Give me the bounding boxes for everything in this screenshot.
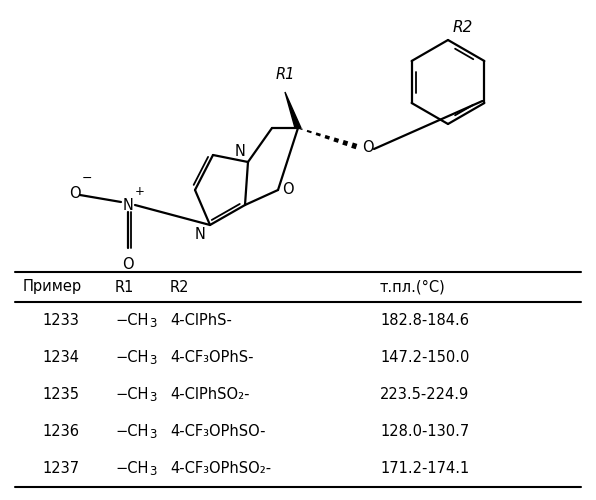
Text: 3: 3 — [149, 317, 156, 330]
Text: т.пл.(°C): т.пл.(°C) — [380, 280, 446, 294]
Polygon shape — [285, 92, 301, 128]
Text: 1237: 1237 — [42, 461, 79, 476]
Text: N: N — [123, 198, 134, 212]
Text: R2: R2 — [170, 280, 190, 294]
Text: 4-CF₃OPhSO₂-: 4-CF₃OPhSO₂- — [170, 461, 271, 476]
Text: 147.2-150.0: 147.2-150.0 — [380, 350, 470, 365]
Text: 171.2-174.1: 171.2-174.1 — [380, 461, 469, 476]
Text: Пример: Пример — [23, 280, 82, 294]
Text: 4-ClPhSO₂-: 4-ClPhSO₂- — [170, 387, 250, 402]
Text: O: O — [122, 257, 134, 272]
Text: N: N — [195, 227, 206, 242]
Text: R1: R1 — [115, 280, 134, 294]
Text: 1233: 1233 — [42, 313, 79, 328]
Text: 4-ClPhS-: 4-ClPhS- — [170, 313, 232, 328]
Text: −CH: −CH — [115, 350, 148, 365]
Text: 3: 3 — [149, 391, 156, 404]
Text: 4-CF₃OPhSO-: 4-CF₃OPhSO- — [170, 424, 265, 439]
Text: +: + — [135, 185, 145, 198]
Text: 182.8-184.6: 182.8-184.6 — [380, 313, 469, 328]
Text: −CH: −CH — [115, 424, 148, 439]
Text: 223.5-224.9: 223.5-224.9 — [380, 387, 469, 402]
Text: N: N — [235, 144, 246, 159]
Text: O: O — [282, 182, 294, 198]
Text: R2: R2 — [453, 20, 473, 35]
Text: 1235: 1235 — [42, 387, 79, 402]
Text: 1234: 1234 — [42, 350, 79, 365]
Text: O: O — [362, 140, 374, 156]
Text: 1236: 1236 — [42, 424, 79, 439]
Text: −CH: −CH — [115, 313, 148, 328]
Text: 4-CF₃OPhS-: 4-CF₃OPhS- — [170, 350, 253, 365]
Text: −CH: −CH — [115, 461, 148, 476]
Text: −CH: −CH — [115, 387, 148, 402]
Text: O: O — [69, 186, 81, 200]
Text: 3: 3 — [149, 354, 156, 367]
Text: 3: 3 — [149, 428, 156, 441]
Text: 128.0-130.7: 128.0-130.7 — [380, 424, 469, 439]
Text: R1: R1 — [275, 67, 294, 82]
Text: 3: 3 — [149, 465, 156, 478]
Text: −: − — [82, 172, 92, 185]
